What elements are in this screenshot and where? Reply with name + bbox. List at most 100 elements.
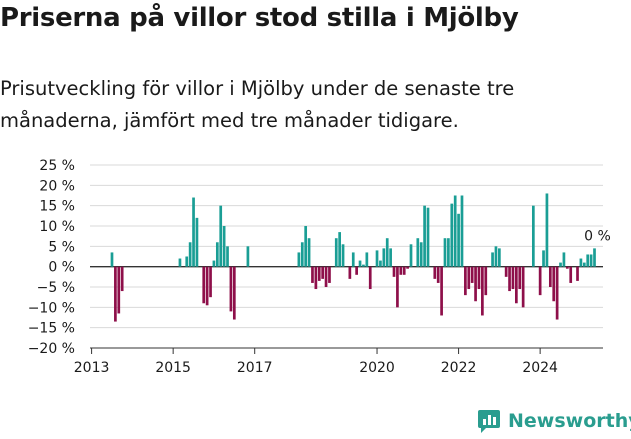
newsworthy-logo: Newsworthy bbox=[476, 408, 631, 434]
y-tick-label: 0 % bbox=[48, 260, 75, 276]
bar bbox=[396, 266, 399, 308]
bar bbox=[477, 266, 481, 290]
chart-subtitle: Prisutveckling för villor i Mjölby under… bbox=[0, 77, 515, 132]
bar bbox=[474, 266, 477, 302]
bar bbox=[515, 266, 518, 304]
bar bbox=[232, 266, 236, 320]
bar bbox=[481, 266, 484, 316]
bar bbox=[589, 254, 593, 267]
x-tick-label: 2020 bbox=[359, 360, 395, 376]
bar bbox=[559, 262, 562, 267]
bar bbox=[205, 266, 209, 306]
bar bbox=[498, 248, 501, 267]
bar bbox=[307, 238, 311, 267]
bar bbox=[355, 266, 358, 275]
bar bbox=[457, 213, 460, 267]
bar bbox=[586, 254, 590, 267]
bar bbox=[433, 266, 437, 279]
bar bbox=[348, 266, 352, 279]
bar bbox=[389, 248, 392, 267]
bar bbox=[579, 258, 583, 267]
x-tick-label: 2015 bbox=[155, 360, 191, 376]
bar bbox=[443, 238, 447, 267]
bar bbox=[555, 266, 559, 320]
y-tick-label: 15 % bbox=[39, 199, 75, 215]
bar bbox=[436, 266, 440, 283]
bar bbox=[195, 217, 199, 267]
bar bbox=[185, 256, 189, 267]
bar bbox=[222, 226, 226, 267]
bar bbox=[192, 197, 195, 267]
bar bbox=[402, 266, 406, 275]
bar bbox=[300, 242, 304, 267]
brand-name: Newsworthy bbox=[508, 410, 631, 432]
bar bbox=[423, 205, 426, 267]
bar bbox=[324, 266, 328, 287]
bar bbox=[311, 266, 314, 283]
bar bbox=[229, 266, 233, 312]
annotations: 0 % bbox=[584, 228, 611, 244]
bar bbox=[297, 252, 301, 267]
bar bbox=[406, 266, 409, 269]
bar bbox=[219, 205, 223, 267]
y-tick-label: −15 % bbox=[28, 321, 75, 337]
bar bbox=[120, 266, 124, 292]
bar bbox=[467, 266, 471, 290]
bar bbox=[351, 252, 355, 267]
bar bbox=[494, 246, 498, 267]
bar bbox=[379, 260, 382, 267]
bar bbox=[368, 266, 372, 290]
x-tick-label: 2017 bbox=[237, 360, 273, 376]
bar bbox=[453, 195, 457, 267]
gridlines bbox=[90, 164, 603, 349]
bar-chart: 25 % 20 % 15 % 10 % 5 % 0 % −5 % −10 % −15 % −20 … bbox=[28, 158, 611, 376]
bar bbox=[576, 266, 579, 281]
chart-title: Priserna på villor stod stilla i Mjölby bbox=[0, 3, 519, 33]
bar bbox=[202, 266, 206, 304]
last-value-label: 0 % bbox=[584, 228, 611, 244]
bar bbox=[334, 238, 338, 267]
bar bbox=[440, 266, 443, 316]
bar bbox=[491, 252, 494, 267]
newsworthy-logo-icon bbox=[478, 410, 500, 433]
bar bbox=[508, 266, 511, 292]
bar bbox=[317, 266, 321, 281]
bar bbox=[545, 193, 549, 267]
bar bbox=[409, 244, 413, 267]
bar bbox=[392, 266, 396, 277]
x-tick-label: 2013 bbox=[74, 360, 110, 376]
bar bbox=[188, 242, 192, 267]
bar bbox=[460, 195, 464, 267]
bar bbox=[582, 262, 586, 267]
bar bbox=[321, 266, 325, 279]
y-tick-label: −10 % bbox=[28, 300, 75, 316]
y-tick-label: 10 % bbox=[39, 219, 75, 235]
bar bbox=[464, 266, 467, 296]
bar bbox=[365, 252, 369, 267]
bar bbox=[314, 266, 318, 290]
bar bbox=[552, 266, 556, 302]
bar bbox=[450, 203, 454, 267]
bar bbox=[110, 252, 114, 267]
bar bbox=[521, 266, 525, 308]
bar bbox=[304, 226, 308, 267]
bar bbox=[447, 238, 450, 267]
bar bbox=[504, 266, 508, 277]
bar bbox=[358, 260, 362, 267]
x-tick-label: 2022 bbox=[441, 360, 477, 376]
bar bbox=[426, 207, 430, 267]
bar bbox=[511, 266, 515, 290]
bar bbox=[416, 238, 420, 267]
bar bbox=[562, 252, 566, 267]
bar bbox=[375, 250, 379, 267]
bar bbox=[565, 266, 569, 269]
bar bbox=[212, 260, 216, 267]
bar bbox=[328, 266, 331, 283]
y-tick-label: −20 % bbox=[28, 341, 75, 357]
bar bbox=[114, 266, 117, 322]
bar bbox=[215, 242, 219, 267]
y-tick-label: 5 % bbox=[48, 239, 75, 255]
x-axis: 2013 2015 2017 2020 2022 2024 bbox=[74, 347, 603, 376]
bar bbox=[362, 264, 365, 267]
y-axis-ticks: 25 % 20 % 15 % 10 % 5 % 0 % −5 % −10 % −15 % −20 … bbox=[28, 158, 75, 357]
